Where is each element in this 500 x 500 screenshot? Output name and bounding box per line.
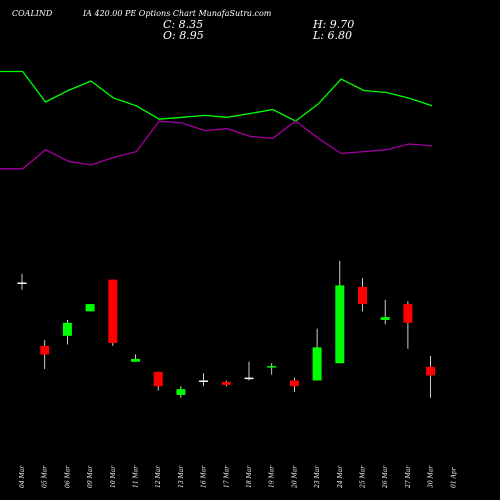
x-tick-label: 23 Mar	[314, 465, 321, 489]
candle-body	[312, 347, 322, 381]
candle-body	[176, 389, 186, 395]
candle	[267, 363, 277, 375]
candle	[289, 377, 299, 393]
candle	[131, 354, 140, 362]
x-tick-label: 05 Mar	[42, 465, 49, 488]
x-tick-label: 13 Mar	[178, 465, 185, 488]
x-tick-label: 27 Mar	[405, 465, 412, 489]
x-tick-label: 01 Apr	[450, 466, 457, 488]
x-tick-label: 10 Mar	[110, 465, 117, 488]
chart-subtitle: IA 420.00 PE Options Chart MunafaSutra.c…	[82, 9, 272, 18]
candle-body	[221, 381, 231, 385]
x-tick-label: 19 Mar	[269, 465, 276, 488]
candle	[358, 278, 367, 312]
candle-body	[199, 380, 209, 382]
candle	[244, 361, 254, 381]
candle	[17, 273, 27, 290]
candle-body	[358, 286, 367, 305]
open-value: O: 8.95	[163, 29, 204, 42]
high-value: H: 9.70	[312, 18, 354, 31]
x-tick-label: 18 Mar	[246, 465, 253, 488]
x-tick-label: 25 Mar	[360, 465, 367, 489]
candle-body	[108, 279, 118, 344]
candle	[403, 301, 413, 349]
candle-body	[85, 304, 95, 312]
candle	[312, 328, 322, 381]
x-tick-label: 09 Mar	[87, 465, 94, 488]
candle	[85, 304, 95, 312]
x-tick-label: 11 Mar	[133, 465, 140, 488]
candle	[40, 340, 50, 369]
candle	[221, 380, 231, 387]
x-tick-label: 26 Mar	[382, 465, 389, 489]
candle	[199, 373, 209, 387]
indicator-lines	[0, 70, 433, 170]
candlesticks	[17, 260, 436, 398]
symbol-label: COALIND	[12, 9, 53, 18]
low-value: L: 6.80	[312, 29, 352, 42]
candle	[380, 299, 390, 325]
x-tick-label: 20 Mar	[291, 465, 298, 489]
close-value: C: 8.35	[163, 18, 203, 31]
candle-body	[153, 371, 163, 387]
magenta-indicator-line	[0, 120, 433, 170]
candle	[335, 260, 345, 364]
green-indicator-line	[0, 70, 433, 122]
candle-body	[426, 366, 436, 376]
candle	[426, 356, 436, 398]
x-tick-label: 17 Mar	[223, 465, 230, 488]
x-tick-label: 30 Mar	[428, 465, 435, 488]
x-axis-ticks: 04 Mar 05 Mar 06 Mar 09 Mar 10 Mar 11 Mar 12 M…	[19, 465, 457, 489]
candle-body	[17, 282, 27, 284]
x-tick-label: 06 Mar	[64, 465, 71, 488]
candle-body	[244, 377, 254, 380]
candle-body	[403, 304, 413, 323]
candle-body	[62, 322, 72, 336]
x-tick-label: 12 Mar	[155, 465, 162, 488]
candle-body	[380, 317, 390, 320]
candle-body	[335, 285, 345, 364]
x-tick-label: 16 Mar	[201, 465, 208, 488]
x-tick-label: 04 Mar	[19, 465, 26, 488]
candle	[176, 386, 186, 398]
candle	[153, 371, 163, 391]
candle-body	[289, 380, 299, 387]
candle	[62, 319, 72, 345]
candle-body	[131, 358, 140, 362]
candle	[108, 279, 118, 346]
x-tick-label: 24 Mar	[337, 465, 344, 489]
candle-body	[267, 366, 277, 368]
candle-body	[40, 345, 50, 355]
